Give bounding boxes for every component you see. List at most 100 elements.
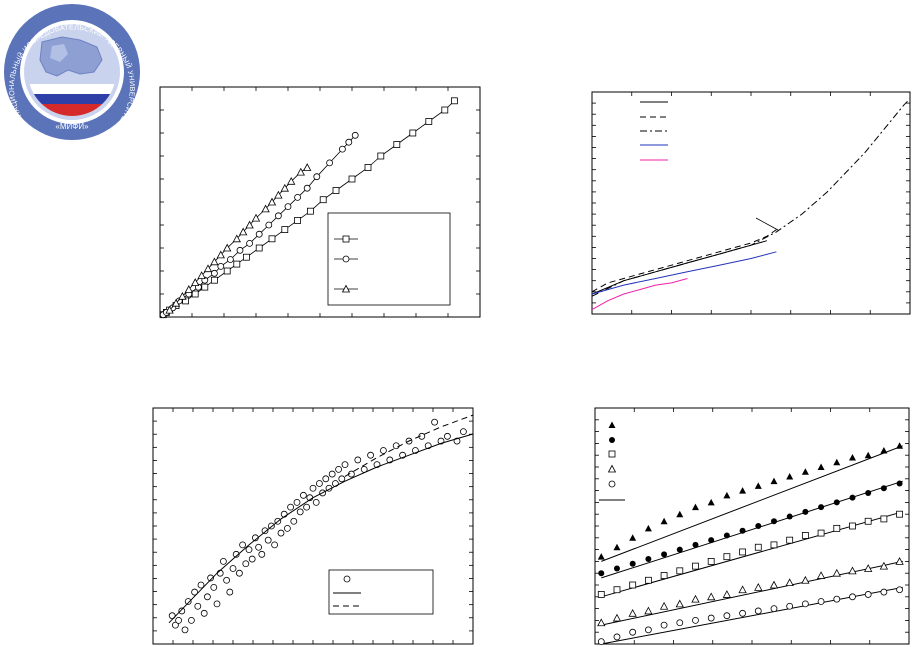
- data-point-square: [801, 532, 809, 539]
- data-point-square: [833, 524, 841, 532]
- data-point-circle-filled: [676, 546, 683, 553]
- data-point-triangle: [864, 564, 873, 572]
- data-point-square: [644, 576, 652, 584]
- data-point-circle: [692, 616, 699, 624]
- data-point-circle: [232, 550, 240, 558]
- data-point-circle-filled: [755, 523, 762, 529]
- data-point-triangle: [303, 163, 312, 171]
- data-point-circle: [303, 184, 311, 192]
- data-point-circle: [312, 499, 320, 506]
- fit-line: [601, 511, 903, 598]
- data-point-triangle: [659, 601, 669, 610]
- data-point-circle: [367, 451, 375, 459]
- data-point-circle: [328, 470, 336, 478]
- data-point-circle: [248, 555, 256, 563]
- data-point-circle: [236, 246, 244, 254]
- data-point-triangle: [267, 197, 277, 206]
- data-point-circle: [801, 600, 809, 608]
- data-point-triangle: [691, 594, 700, 603]
- data-point-triangle: [171, 298, 181, 307]
- legend: [640, 101, 668, 161]
- series-line-solid: [591, 240, 768, 295]
- data-point-circle: [335, 465, 343, 473]
- data-point-square: [201, 283, 209, 291]
- data-point-circle: [644, 626, 652, 634]
- data-point-circle: [833, 595, 841, 603]
- series-circle-filled: [598, 480, 903, 579]
- data-point-square: [243, 253, 250, 261]
- data-point-circle: [184, 598, 192, 605]
- chart-bottom-right: [594, 407, 910, 646]
- data-point-triangle-filled: [597, 553, 605, 560]
- data-point-circle-filled: [802, 508, 809, 515]
- data-point-circle-filled: [613, 565, 620, 572]
- data-point-triangle: [287, 176, 296, 185]
- data-point-circle: [786, 602, 794, 610]
- data-point-triangle: [280, 183, 289, 192]
- chart-top-right: [591, 91, 911, 315]
- legend-marker-triangle: [341, 284, 351, 293]
- data-point-circle: [338, 145, 346, 153]
- data-point-circle: [287, 503, 295, 511]
- data-point-square: [739, 548, 746, 556]
- data-point-triangle-filled: [660, 517, 668, 525]
- legend: [328, 569, 434, 615]
- legend-marker-triangle-filled: [608, 421, 616, 428]
- data-point-circle: [723, 612, 731, 620]
- data-point-circle: [283, 524, 291, 532]
- legend: [327, 212, 451, 306]
- legend-marker-square: [342, 235, 350, 243]
- data-point-circle-filled: [849, 494, 856, 501]
- data-point-triangle: [239, 227, 248, 236]
- data-point-triangle-filled: [676, 510, 684, 518]
- data-point-square: [613, 586, 621, 594]
- data-point-circle: [707, 614, 715, 622]
- data-point-circle: [194, 602, 202, 610]
- fit-line-dashed: [344, 414, 474, 477]
- data-point-circle: [271, 541, 279, 549]
- data-point-circle: [274, 212, 282, 220]
- data-point-triangle: [801, 575, 810, 584]
- data-point-square: [348, 175, 356, 183]
- data-point-circle-filled: [661, 551, 668, 558]
- data-point-circle-filled: [723, 532, 730, 539]
- data-point-circle: [239, 541, 246, 549]
- data-point-circle: [178, 607, 186, 615]
- data-point-square: [306, 207, 314, 215]
- data-point-circle: [293, 499, 301, 506]
- data-point-circle: [322, 475, 330, 483]
- data-point-triangle: [232, 234, 241, 243]
- legend-marker-triangle: [607, 464, 617, 473]
- data-point-circle: [246, 239, 253, 247]
- data-point-square: [425, 118, 433, 125]
- data-point-triangle-filled: [707, 498, 715, 506]
- data-point-circle: [172, 621, 179, 629]
- data-point-triangle-filled: [754, 482, 762, 489]
- data-point-triangle-filled: [691, 503, 699, 511]
- data-point-triangle: [274, 190, 283, 199]
- annotation-pointer: [755, 217, 779, 231]
- data-point-circle: [255, 230, 263, 238]
- data-point-triangle: [785, 578, 794, 587]
- data-point-triangle-filled: [629, 534, 637, 541]
- data-point-square: [864, 517, 872, 525]
- data-point-circle: [676, 619, 684, 627]
- data-point-triangle: [191, 278, 200, 286]
- data-point-triangle: [597, 618, 606, 627]
- legend-marker-square: [608, 450, 616, 458]
- data-point-circle: [309, 484, 317, 492]
- data-point-circle: [242, 560, 250, 568]
- data-point-square: [377, 152, 385, 160]
- data-point-triangle: [165, 305, 174, 314]
- data-point-circle: [303, 503, 311, 511]
- data-point-circle-filled: [770, 518, 777, 525]
- data-point-circle: [660, 621, 668, 629]
- data-point-circle: [181, 626, 189, 634]
- data-point-circle: [216, 569, 224, 577]
- data-point-square: [319, 196, 327, 204]
- data-point-triangle-filled: [864, 451, 872, 459]
- data-point-square: [393, 141, 401, 148]
- data-point-triangle-filled: [833, 458, 841, 466]
- university-logo: НАЦИОНАЛЬНЫЙ ИССЛЕДОВАТЕЛЬСКИЙ ЯДЕРНЫЙ У…: [2, 2, 140, 140]
